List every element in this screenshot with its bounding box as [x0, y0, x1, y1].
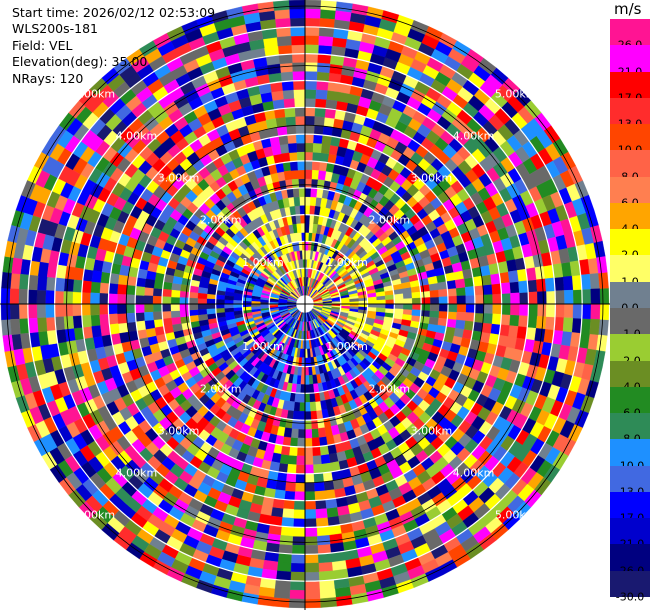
- colorbar-swatch: [610, 518, 650, 545]
- range-ring-label: 5.00km: [74, 509, 116, 522]
- range-ring-label: 3.00km: [411, 424, 453, 437]
- colorbar-swatch: [610, 439, 650, 467]
- range-ring-label: 4.00km: [116, 467, 158, 480]
- colorbar-swatch: [610, 413, 650, 440]
- colorbar-swatch: [610, 491, 650, 519]
- range-ring-label: 5.00km: [495, 87, 537, 100]
- field-text: Field: VEL: [12, 37, 73, 53]
- range-ring-label: 2.00km: [369, 214, 411, 227]
- range-ring-label: 1.00km: [326, 256, 368, 269]
- colorbar-swatch: [610, 281, 650, 309]
- range-ring-label: 2.00km: [200, 382, 242, 395]
- colorbar-swatch: [610, 255, 650, 283]
- colorbar-swatch: [610, 334, 650, 362]
- range-ring-label: 4.00km: [116, 129, 158, 142]
- range-ring-label: 4.00km: [453, 129, 495, 142]
- colorbar-swatch: [610, 544, 650, 572]
- ppi-plot: 1.00km 1.00km 1.00km 1.00km 2.00km 2.00km 2.00…: [0, 0, 610, 610]
- colorbar-swatch: [610, 97, 650, 125]
- range-ring-label: 5.00km: [495, 509, 537, 522]
- colorbar-swatch: [610, 19, 650, 46]
- plot-info-panel: Start time: 2026/02/12 02:53:09 WLS200s-…: [12, 5, 215, 87]
- range-ring-label: 3.00km: [411, 172, 453, 185]
- range-ring-label: 3.00km: [158, 172, 200, 185]
- range-ring-label: 3.00km: [158, 424, 200, 437]
- colorbar-swatch: [610, 308, 650, 335]
- colorbar-swatch: [610, 202, 650, 230]
- colorbar-swatch: [610, 360, 650, 388]
- range-ring-labels: 1.00km 1.00km 1.00km 1.00km 2.00km 2.00km 2.00…: [74, 87, 537, 521]
- colorbar-tick-label: -30.0: [615, 590, 645, 604]
- colorbar-swatch: [610, 229, 650, 256]
- range-ring-label: 1.00km: [242, 340, 284, 353]
- range-ring-label: 5.00km: [74, 87, 116, 100]
- colorbar-swatch: [610, 465, 650, 493]
- colorbar: 26.021.017.013.010.08.06.04.02.01.00.0-1…: [610, 19, 650, 604]
- range-ring-label: 1.00km: [242, 256, 284, 269]
- start-time-text: Start time: 2026/02/12 02:53:09: [12, 5, 216, 20]
- range-ring-label: 4.00km: [453, 467, 495, 480]
- colorbar-swatch: [610, 570, 650, 598]
- range-ring-label: 1.00km: [326, 340, 368, 353]
- colorbar-swatch: [610, 71, 650, 99]
- grid-lines: [0, 0, 610, 610]
- colorbar-swatch: [610, 386, 650, 414]
- nrays-text: NRays: 120: [12, 70, 84, 86]
- colorbar-swatch: [610, 45, 650, 73]
- range-ring-label: 2.00km: [369, 382, 411, 395]
- range-ring-label: 2.00km: [200, 214, 242, 227]
- colorbar-swatch: [610, 124, 650, 151]
- instrument-text: WLS200s-181: [12, 21, 98, 37]
- elevation-text: Elevation(deg): 35.00: [12, 54, 148, 70]
- colorbar-swatch: [610, 150, 650, 178]
- colorbar-swatch: [610, 176, 650, 204]
- colorbar-unit-label: m/s: [614, 0, 642, 18]
